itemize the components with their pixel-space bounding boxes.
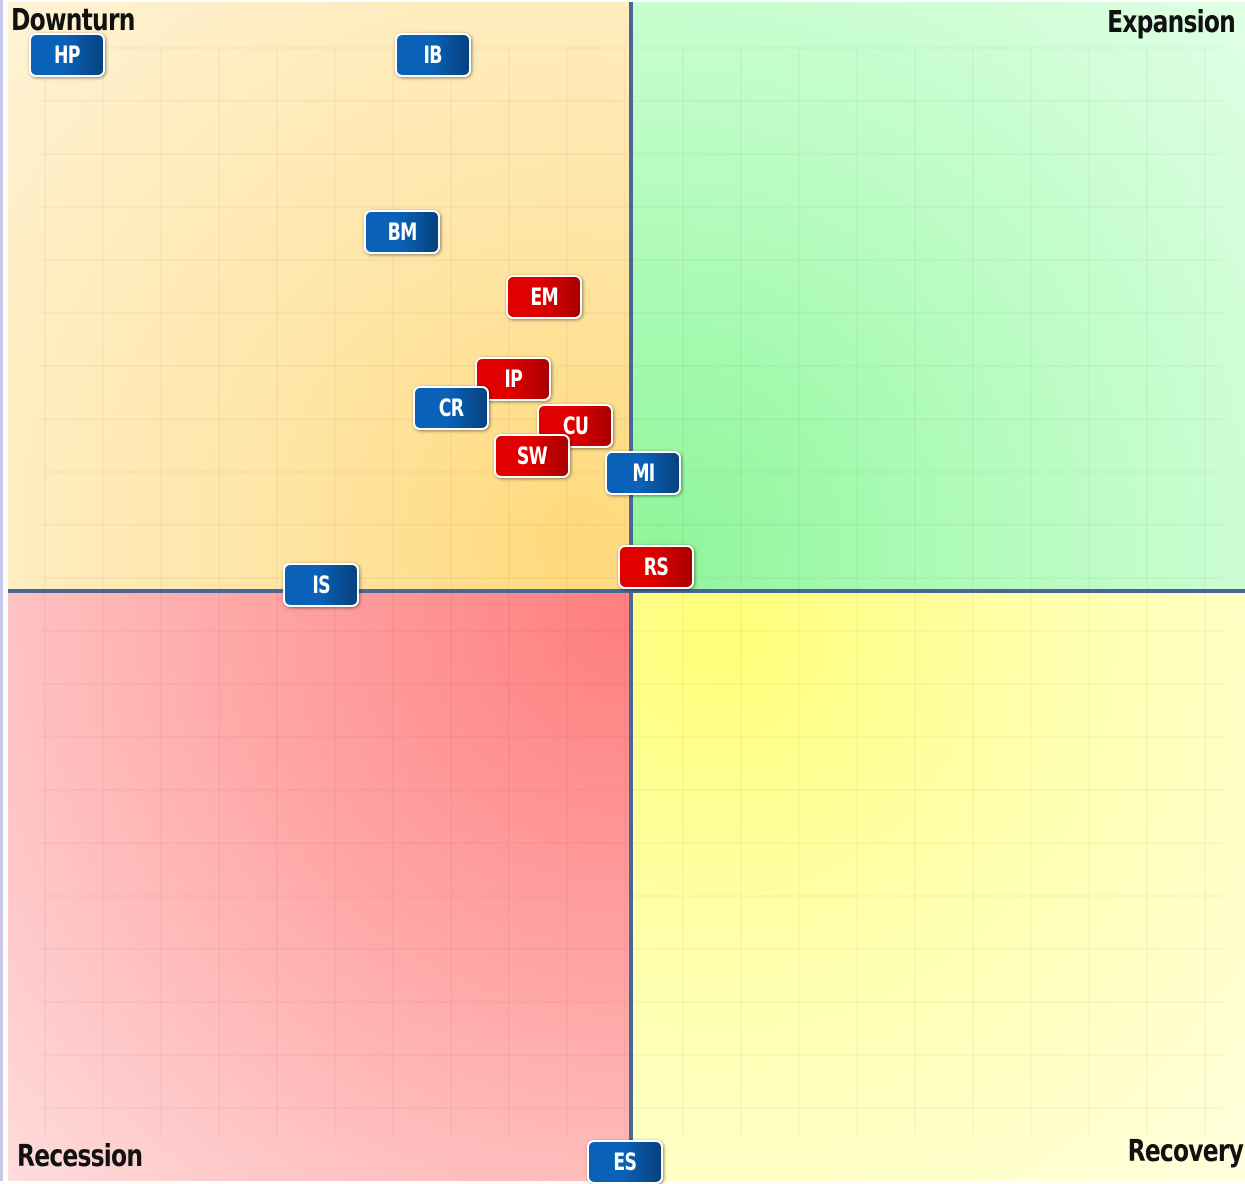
data-point-label: BM — [387, 217, 417, 246]
data-point-cu: CU — [537, 404, 614, 449]
data-point-is: IS — [283, 563, 359, 608]
data-point-cr: CR — [413, 386, 490, 431]
data-point-label: CR — [438, 394, 464, 423]
data-point-label: RS — [643, 553, 669, 582]
data-point-em: EM — [506, 274, 583, 319]
quadrant-recovery — [631, 591, 1245, 1181]
data-point-label: IS — [312, 571, 330, 600]
quadrant-label-recession: Recession — [17, 1139, 143, 1174]
quadrant-label-downturn: Downturn — [11, 3, 135, 38]
data-point-ib: IB — [394, 33, 471, 77]
data-point-label: IB — [423, 41, 443, 69]
data-point-sw: SW — [493, 433, 570, 478]
quadrant-expansion — [631, 2, 1245, 591]
horizontal-axis — [8, 589, 1245, 593]
data-point-label: ES — [613, 1148, 637, 1177]
data-point-es: ES — [586, 1140, 663, 1184]
data-point-label: IP — [504, 364, 523, 393]
data-point-bm: BM — [363, 209, 440, 254]
data-point-label: HP — [53, 41, 80, 69]
quadrant-recession — [8, 591, 631, 1181]
data-point-hp: HP — [28, 33, 105, 77]
data-point-label: EM — [530, 282, 558, 311]
quadrant-label-recovery: Recovery — [1127, 1134, 1243, 1169]
quadrant-label-expansion: Expansion — [1107, 5, 1236, 40]
data-point-mi: MI — [605, 451, 682, 496]
data-point-label: MI — [632, 459, 655, 488]
data-point-label: SW — [516, 441, 548, 470]
data-point-rs: RS — [617, 545, 694, 590]
